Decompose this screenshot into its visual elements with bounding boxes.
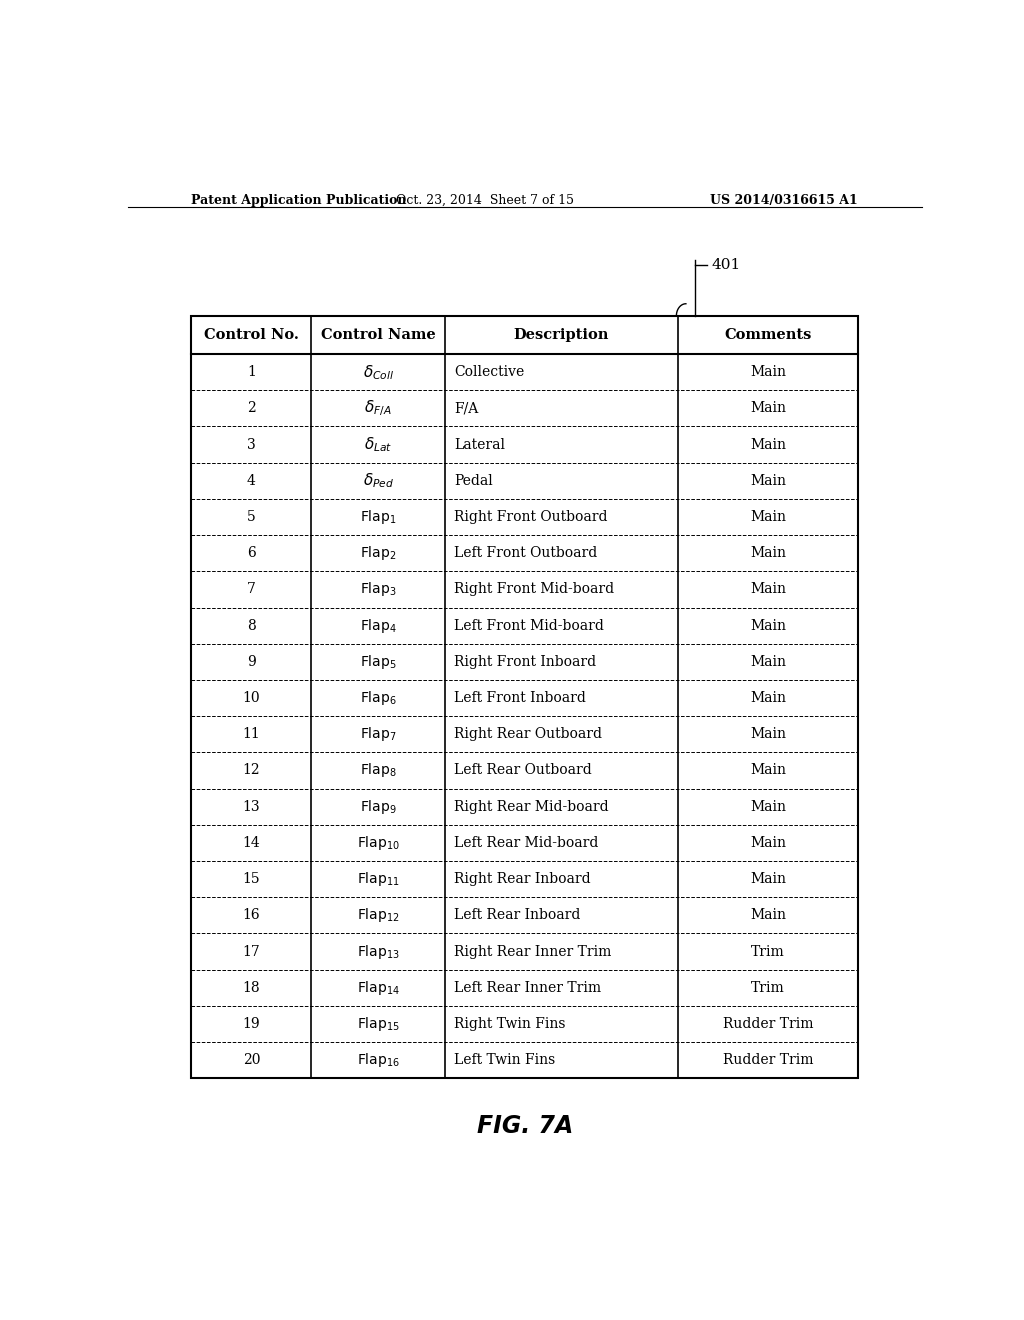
Text: $\mathrm{Flap}_{10}$: $\mathrm{Flap}_{10}$ xyxy=(356,834,399,851)
Text: 15: 15 xyxy=(243,873,260,886)
Text: $\delta_{Coll}$: $\delta_{Coll}$ xyxy=(362,363,394,381)
Text: Main: Main xyxy=(751,366,786,379)
Text: 18: 18 xyxy=(243,981,260,995)
Text: 12: 12 xyxy=(243,763,260,777)
Text: Main: Main xyxy=(751,474,786,488)
Text: 5: 5 xyxy=(247,510,256,524)
Text: 4: 4 xyxy=(247,474,256,488)
Text: Main: Main xyxy=(751,510,786,524)
Text: Left Rear Inboard: Left Rear Inboard xyxy=(455,908,581,923)
Text: $\mathrm{Flap}_{12}$: $\mathrm{Flap}_{12}$ xyxy=(356,907,399,924)
Text: $\mathrm{Flap}_{8}$: $\mathrm{Flap}_{8}$ xyxy=(359,762,396,780)
Text: Main: Main xyxy=(751,619,786,632)
Text: $\mathrm{Flap}_{9}$: $\mathrm{Flap}_{9}$ xyxy=(359,797,396,816)
Text: Main: Main xyxy=(751,727,786,742)
Text: Main: Main xyxy=(751,546,786,560)
Text: 1: 1 xyxy=(247,366,256,379)
Text: Left Rear Outboard: Left Rear Outboard xyxy=(455,763,592,777)
Text: $\mathrm{Flap}_{7}$: $\mathrm{Flap}_{7}$ xyxy=(359,725,396,743)
Text: Trim: Trim xyxy=(752,945,785,958)
Text: Right Front Mid-board: Right Front Mid-board xyxy=(455,582,614,597)
Text: Oct. 23, 2014  Sheet 7 of 15: Oct. 23, 2014 Sheet 7 of 15 xyxy=(396,194,574,207)
Text: Rudder Trim: Rudder Trim xyxy=(723,1053,813,1067)
Text: Main: Main xyxy=(751,836,786,850)
Text: Control Name: Control Name xyxy=(321,327,435,342)
Text: $\mathrm{Flap}_{15}$: $\mathrm{Flap}_{15}$ xyxy=(356,1015,399,1034)
Text: $\mathrm{Flap}_{16}$: $\mathrm{Flap}_{16}$ xyxy=(356,1051,399,1069)
Text: Left Front Mid-board: Left Front Mid-board xyxy=(455,619,604,632)
Text: 14: 14 xyxy=(243,836,260,850)
Text: $\delta_{Lat}$: $\delta_{Lat}$ xyxy=(364,436,392,454)
Text: Left Rear Mid-board: Left Rear Mid-board xyxy=(455,836,599,850)
Text: $\delta_{Ped}$: $\delta_{Ped}$ xyxy=(362,471,393,490)
Text: Main: Main xyxy=(751,401,786,416)
Text: 8: 8 xyxy=(247,619,256,632)
Text: 401: 401 xyxy=(712,259,740,272)
Text: Lateral: Lateral xyxy=(455,438,505,451)
Text: 7: 7 xyxy=(247,582,256,597)
Text: Control No.: Control No. xyxy=(204,327,299,342)
Text: Description: Description xyxy=(514,327,609,342)
Text: Main: Main xyxy=(751,873,786,886)
Text: Comments: Comments xyxy=(724,327,812,342)
Text: 6: 6 xyxy=(247,546,256,560)
Text: Right Front Outboard: Right Front Outboard xyxy=(455,510,608,524)
Text: $\mathrm{Flap}_{3}$: $\mathrm{Flap}_{3}$ xyxy=(359,581,396,598)
Text: 13: 13 xyxy=(243,800,260,813)
Text: Right Twin Fins: Right Twin Fins xyxy=(455,1016,566,1031)
Text: Left Twin Fins: Left Twin Fins xyxy=(455,1053,556,1067)
Text: Right Rear Inboard: Right Rear Inboard xyxy=(455,873,591,886)
Text: Right Front Inboard: Right Front Inboard xyxy=(455,655,596,669)
Text: 17: 17 xyxy=(243,945,260,958)
Text: US 2014/0316615 A1: US 2014/0316615 A1 xyxy=(711,194,858,207)
Text: Main: Main xyxy=(751,692,786,705)
Text: Main: Main xyxy=(751,800,786,813)
Text: $\mathrm{Flap}_{1}$: $\mathrm{Flap}_{1}$ xyxy=(359,508,396,525)
Text: Main: Main xyxy=(751,763,786,777)
Text: 3: 3 xyxy=(247,438,256,451)
Text: Main: Main xyxy=(751,582,786,597)
Text: 9: 9 xyxy=(247,655,256,669)
Text: 16: 16 xyxy=(243,908,260,923)
Text: Rudder Trim: Rudder Trim xyxy=(723,1016,813,1031)
Text: 19: 19 xyxy=(243,1016,260,1031)
Text: Right Rear Outboard: Right Rear Outboard xyxy=(455,727,602,742)
Text: Right Rear Mid-board: Right Rear Mid-board xyxy=(455,800,609,813)
Text: F/A: F/A xyxy=(455,401,478,416)
Text: Right Rear Inner Trim: Right Rear Inner Trim xyxy=(455,945,611,958)
Text: $\mathrm{Flap}_{2}$: $\mathrm{Flap}_{2}$ xyxy=(359,544,396,562)
Text: Main: Main xyxy=(751,655,786,669)
Text: Left Front Outboard: Left Front Outboard xyxy=(455,546,598,560)
Text: Trim: Trim xyxy=(752,981,785,995)
Text: $\mathrm{Flap}_{6}$: $\mathrm{Flap}_{6}$ xyxy=(359,689,396,708)
Text: Left Rear Inner Trim: Left Rear Inner Trim xyxy=(455,981,601,995)
Text: 20: 20 xyxy=(243,1053,260,1067)
Text: Patent Application Publication: Patent Application Publication xyxy=(191,194,407,207)
Text: Main: Main xyxy=(751,908,786,923)
Text: Main: Main xyxy=(751,438,786,451)
Text: Collective: Collective xyxy=(455,366,524,379)
Text: $\mathrm{Flap}_{11}$: $\mathrm{Flap}_{11}$ xyxy=(356,870,399,888)
Text: $\mathrm{Flap}_{14}$: $\mathrm{Flap}_{14}$ xyxy=(356,978,399,997)
Text: $\delta_{F/A}$: $\delta_{F/A}$ xyxy=(365,399,392,418)
Text: 2: 2 xyxy=(247,401,256,416)
Text: $\mathrm{Flap}_{5}$: $\mathrm{Flap}_{5}$ xyxy=(359,653,396,671)
Text: FIG. 7A: FIG. 7A xyxy=(477,1114,572,1138)
Text: Pedal: Pedal xyxy=(455,474,494,488)
Text: 10: 10 xyxy=(243,692,260,705)
Bar xyxy=(191,315,858,1078)
Text: $\mathrm{Flap}_{13}$: $\mathrm{Flap}_{13}$ xyxy=(356,942,399,961)
Text: $\mathrm{Flap}_{4}$: $\mathrm{Flap}_{4}$ xyxy=(359,616,396,635)
Text: Left Front Inboard: Left Front Inboard xyxy=(455,692,586,705)
Text: 11: 11 xyxy=(243,727,260,742)
